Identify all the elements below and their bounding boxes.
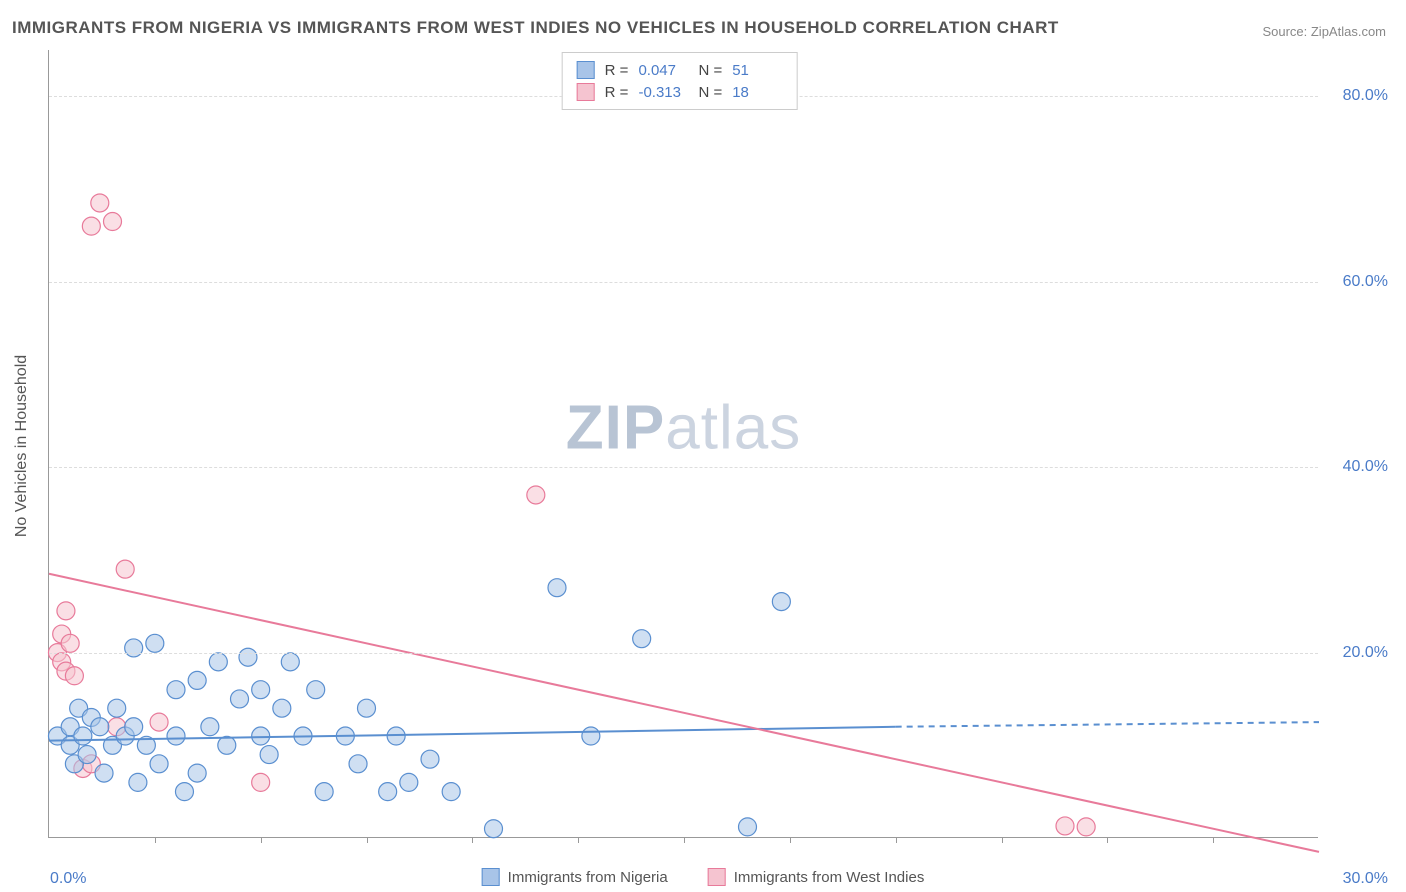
data-point <box>349 755 367 773</box>
data-point <box>74 727 92 745</box>
data-point <box>61 634 79 652</box>
data-point <box>57 602 75 620</box>
data-point <box>95 764 113 782</box>
y-tick-label: 40.0% <box>1343 458 1388 476</box>
data-point <box>150 713 168 731</box>
data-point <box>442 783 460 801</box>
stat-r-label: R = <box>605 62 629 79</box>
data-point <box>1077 818 1095 836</box>
data-point <box>150 755 168 773</box>
source-attribution: Source: ZipAtlas.com <box>1262 24 1386 39</box>
stat-n-nigeria: 51 <box>732 62 782 79</box>
data-point <box>772 593 790 611</box>
y-tick-label: 20.0% <box>1343 644 1388 662</box>
stat-r-westindies: -0.313 <box>638 84 688 101</box>
data-point <box>281 653 299 671</box>
plot-svg <box>49 50 1318 837</box>
data-point <box>1056 817 1074 835</box>
bottom-legend: Immigrants from Nigeria Immigrants from … <box>482 868 925 886</box>
x-tick-max: 30.0% <box>1343 870 1388 888</box>
swatch-westindies <box>577 83 595 101</box>
data-point <box>273 699 291 717</box>
data-point <box>129 773 147 791</box>
x-tick-mark <box>896 837 897 843</box>
data-point <box>260 746 278 764</box>
data-point <box>104 213 122 231</box>
legend-item-nigeria: Immigrants from Nigeria <box>482 868 668 886</box>
chart-container: IMMIGRANTS FROM NIGERIA VS IMMIGRANTS FR… <box>0 0 1406 892</box>
stats-row-nigeria: R = 0.047 N = 51 <box>577 59 783 81</box>
x-tick-mark <box>367 837 368 843</box>
grid-line <box>49 467 1318 468</box>
data-point <box>108 699 126 717</box>
chart-title: IMMIGRANTS FROM NIGERIA VS IMMIGRANTS FR… <box>12 18 1059 38</box>
data-point <box>125 639 143 657</box>
legend-label-westindies: Immigrants from West Indies <box>734 869 925 886</box>
data-point <box>548 579 566 597</box>
legend-swatch-westindies <box>708 868 726 886</box>
trend-line-nigeria-dash <box>896 722 1319 727</box>
grid-line <box>49 282 1318 283</box>
data-point <box>421 750 439 768</box>
data-point <box>252 681 270 699</box>
stat-n-label: N = <box>698 62 722 79</box>
data-point <box>65 667 83 685</box>
data-point <box>582 727 600 745</box>
data-point <box>116 560 134 578</box>
data-point <box>167 681 185 699</box>
x-tick-min: 0.0% <box>50 870 86 888</box>
data-point <box>231 690 249 708</box>
x-tick-mark <box>472 837 473 843</box>
data-point <box>125 718 143 736</box>
x-tick-mark <box>790 837 791 843</box>
grid-line <box>49 653 1318 654</box>
swatch-nigeria <box>577 61 595 79</box>
y-tick-label: 60.0% <box>1343 273 1388 291</box>
stat-n-label-2: N = <box>698 84 722 101</box>
data-point <box>239 648 257 666</box>
stats-legend-box: R = 0.047 N = 51 R = -0.313 N = 18 <box>562 52 798 110</box>
data-point <box>209 653 227 671</box>
y-axis-title: No Vehicles in Household <box>13 355 31 537</box>
data-point <box>633 630 651 648</box>
data-point <box>91 718 109 736</box>
data-point <box>167 727 185 745</box>
x-tick-mark <box>684 837 685 843</box>
data-point <box>400 773 418 791</box>
legend-swatch-nigeria <box>482 868 500 886</box>
data-point <box>188 671 206 689</box>
data-point <box>307 681 325 699</box>
x-tick-mark <box>1107 837 1108 843</box>
legend-label-nigeria: Immigrants from Nigeria <box>508 869 668 886</box>
x-tick-mark <box>578 837 579 843</box>
x-tick-mark <box>261 837 262 843</box>
data-point <box>82 217 100 235</box>
stat-r-nigeria: 0.047 <box>638 62 688 79</box>
legend-item-westindies: Immigrants from West Indies <box>708 868 925 886</box>
data-point <box>379 783 397 801</box>
data-point <box>739 818 757 836</box>
data-point <box>91 194 109 212</box>
x-tick-mark <box>155 837 156 843</box>
data-point <box>78 746 96 764</box>
data-point <box>485 820 503 838</box>
data-point <box>201 718 219 736</box>
data-point <box>146 634 164 652</box>
data-point <box>175 783 193 801</box>
trend-line-westindies <box>49 574 1319 852</box>
data-point <box>527 486 545 504</box>
data-point <box>218 736 236 754</box>
data-point <box>252 727 270 745</box>
data-point <box>188 764 206 782</box>
data-point <box>315 783 333 801</box>
stat-n-westindies: 18 <box>732 84 782 101</box>
stat-r-label-2: R = <box>605 84 629 101</box>
x-tick-mark <box>1213 837 1214 843</box>
stats-row-westindies: R = -0.313 N = 18 <box>577 81 783 103</box>
plot-area: ZIPatlas <box>48 50 1318 838</box>
data-point <box>252 773 270 791</box>
y-tick-label: 80.0% <box>1343 87 1388 105</box>
data-point <box>358 699 376 717</box>
x-tick-mark <box>1002 837 1003 843</box>
